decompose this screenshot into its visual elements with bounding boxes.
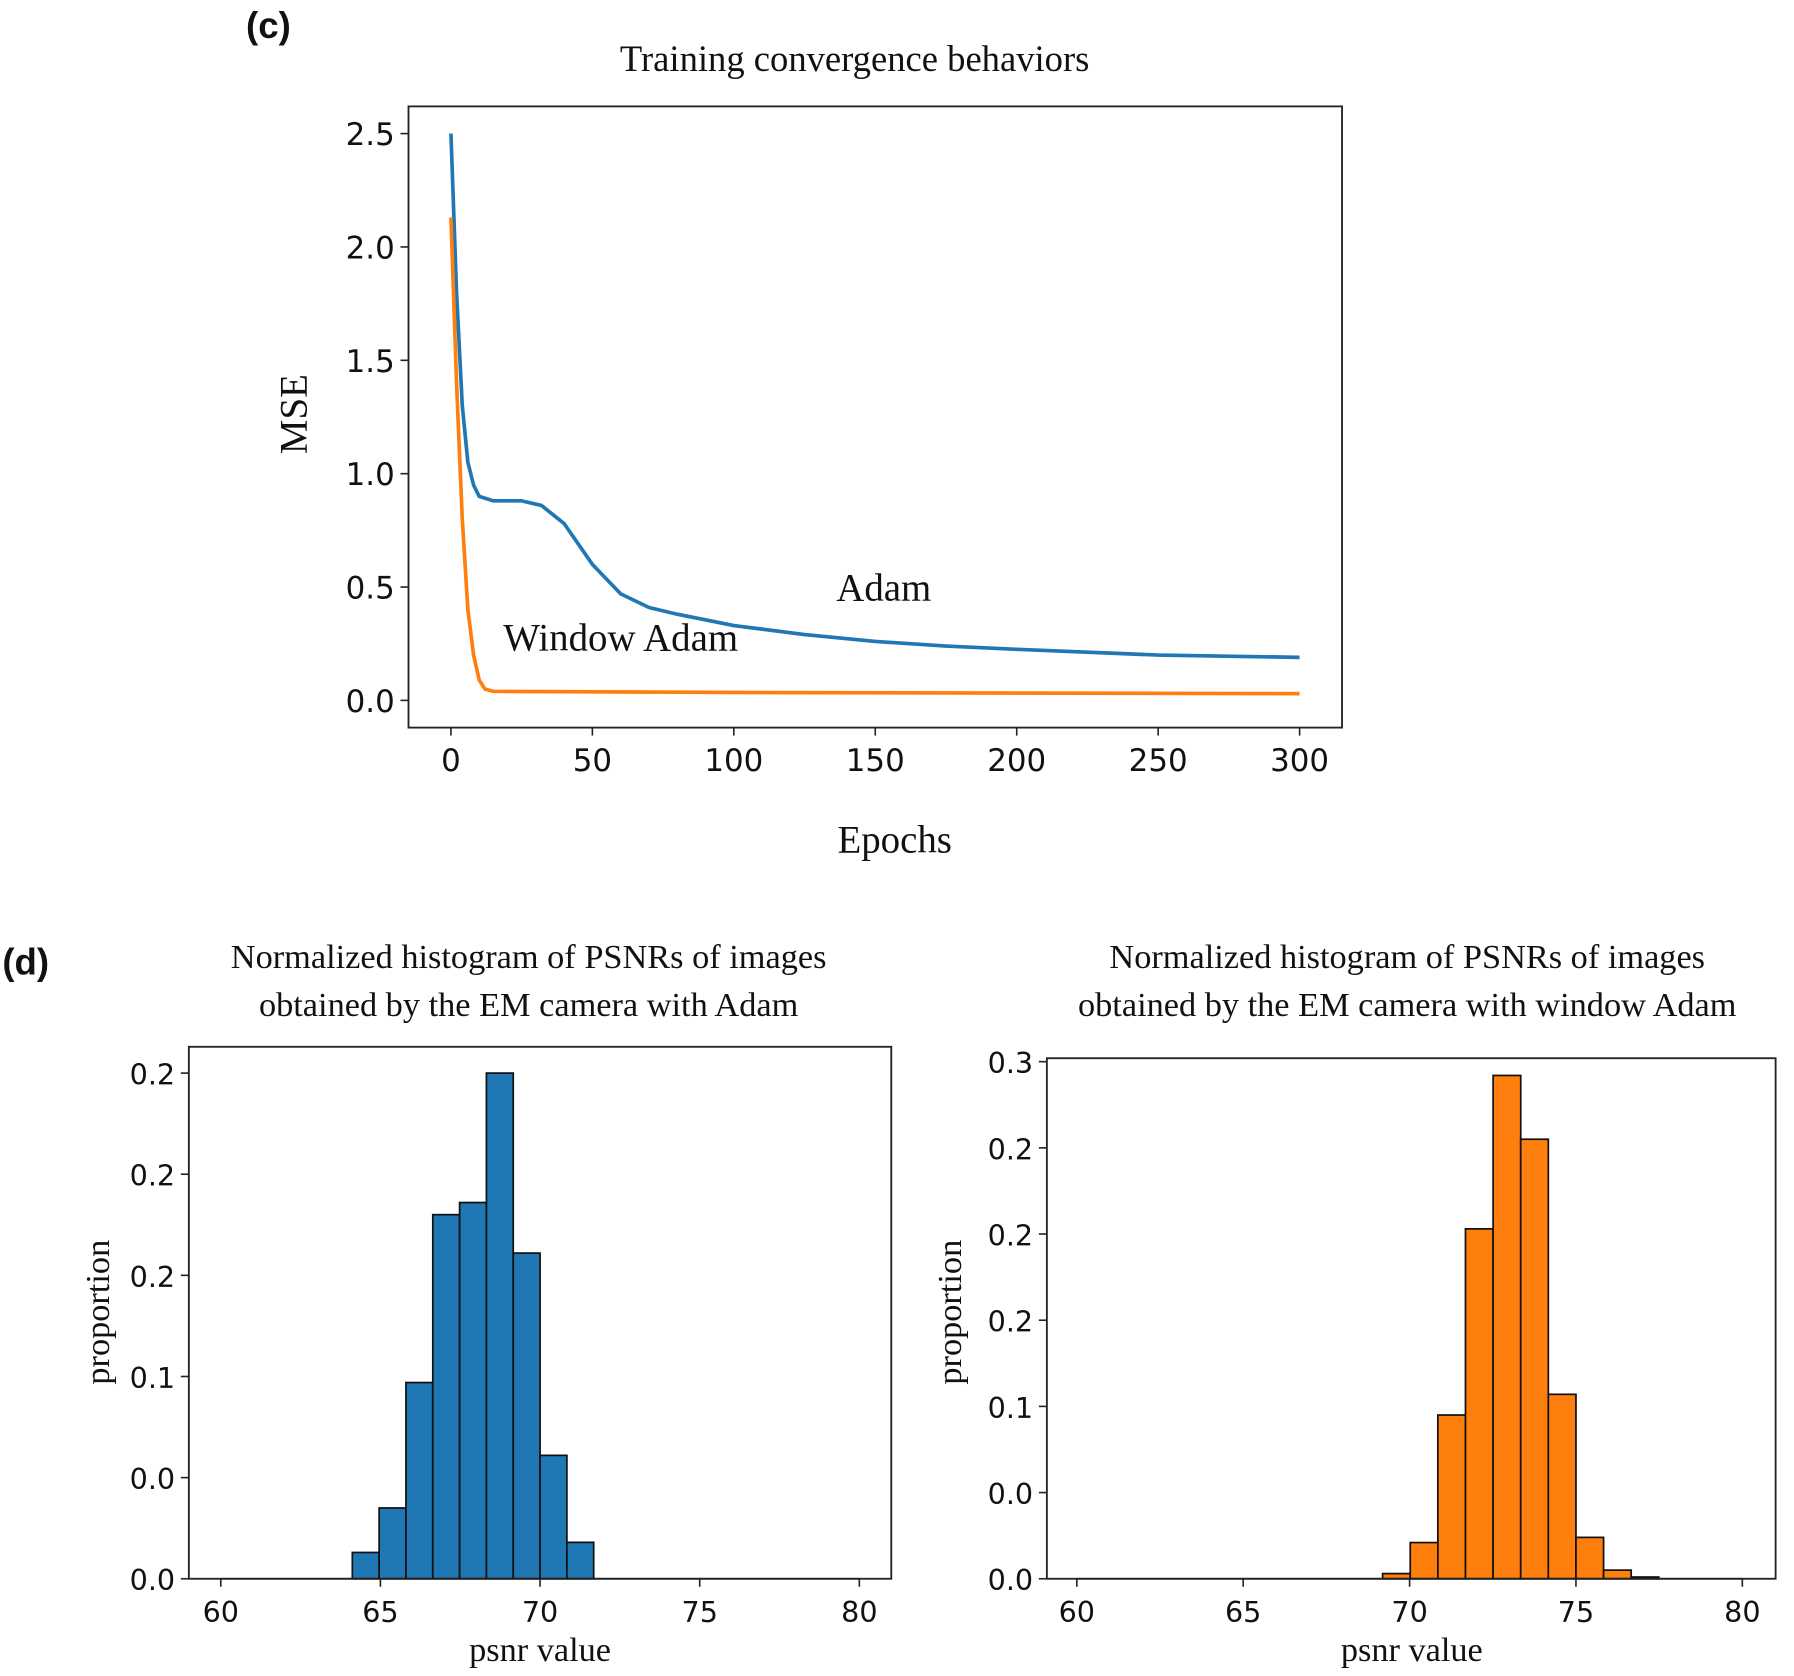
x-tick-label: 80 [841,1595,877,1629]
histogram-bar [1519,1138,1550,1580]
histogram-bar [351,1551,381,1580]
histogram-bar [512,1252,541,1580]
y-tick-label: 0.0 [130,1563,175,1597]
histogram-bar [1547,1393,1577,1580]
y-tick-label: 2.0 [346,230,395,266]
series-line-window-adam [449,217,1300,696]
convergence-chart: Training convergence behaviors Adam Window… [273,38,1343,861]
chart-title: Normalized histogram of PSNRs of images [1109,938,1705,976]
y-axis-label: MSE [273,374,316,454]
axes-frame [1045,1057,1777,1580]
y-tick-label: 0.2 [130,1159,175,1193]
adam-histogram: Normalized histogram of PSNRs of images o… [79,938,893,1669]
y-tick-label: 0.5 [346,570,395,606]
y-axis-label: proportion [931,1240,969,1385]
panel-d-label: (d) [2,942,49,983]
histogram-bar [539,1454,568,1580]
x-tick-label: 250 [1129,743,1188,779]
y-tick-label: 0.1 [988,1391,1033,1425]
x-axis-label: Epochs [837,818,951,861]
histogram-bar [378,1507,407,1580]
chart-title: obtained by the EM camera with Adam [259,986,799,1024]
histogram-bar [1437,1414,1467,1580]
x-tick-label: 0 [441,743,461,779]
histogram-bar [1464,1228,1494,1580]
chart-title: Normalized histogram of PSNRs of images [231,938,827,976]
y-tick-label: 0.2 [988,1132,1033,1166]
y-tick-label: 1.5 [346,344,395,380]
chart-title: obtained by the EM camera with window Ad… [1078,986,1737,1024]
y-tick-label: 0.0 [988,1477,1033,1511]
y-tick-label: 1.0 [346,457,395,493]
series-annotation: Window Adam [503,617,738,660]
x-tick-label: 100 [704,743,763,779]
y-tick-label: 0.2 [130,1058,175,1092]
histogram-bar [1602,1569,1633,1580]
x-tick-label: 75 [682,1595,718,1629]
histogram-bar [458,1201,488,1580]
x-tick-label: 150 [846,743,905,779]
x-tick-label: 200 [987,743,1046,779]
y-tick-label: 0.1 [130,1361,175,1395]
panel-c-label: (c) [246,5,291,46]
x-tick-label: 65 [362,1595,398,1629]
y-tick-label: 0.0 [130,1462,175,1496]
series-annotation: Adam [836,567,931,610]
histogram-bar [1492,1074,1522,1580]
histogram-bar [1409,1541,1439,1580]
y-tick-label: 0.0 [346,684,395,720]
x-tick-label: 60 [203,1595,239,1629]
y-tick-label: 0.2 [130,1260,175,1294]
histogram-bar [431,1213,461,1580]
y-tick-label: 0.2 [988,1305,1033,1339]
histogram-bar [485,1072,515,1580]
window-adam-histogram: Normalized histogram of PSNRs of images o… [931,938,1777,1669]
x-tick-label: 65 [1225,1595,1261,1629]
series-line-adam [449,133,1300,660]
chart-title: Training convergence behaviors [620,38,1090,79]
y-axis-label: proportion [79,1240,117,1385]
y-tick-label: 2.5 [346,117,395,153]
histogram-bar [405,1381,434,1580]
x-tick-label: 60 [1059,1595,1095,1629]
histogram-bar [566,1541,595,1580]
histogram-bar [1575,1536,1605,1580]
x-tick-label: 75 [1558,1595,1594,1629]
x-axis-label: psnr value [1341,1631,1483,1669]
x-tick-label: 80 [1724,1595,1760,1629]
x-tick-label: 70 [522,1595,558,1629]
x-tick-label: 50 [573,743,612,779]
y-tick-label: 0.0 [988,1563,1033,1597]
y-tick-label: 0.2 [988,1218,1033,1252]
y-tick-label: 0.3 [988,1046,1033,1080]
x-tick-label: 300 [1270,743,1329,779]
x-tick-label: 70 [1391,1595,1427,1629]
x-axis-label: psnr value [469,1631,611,1669]
